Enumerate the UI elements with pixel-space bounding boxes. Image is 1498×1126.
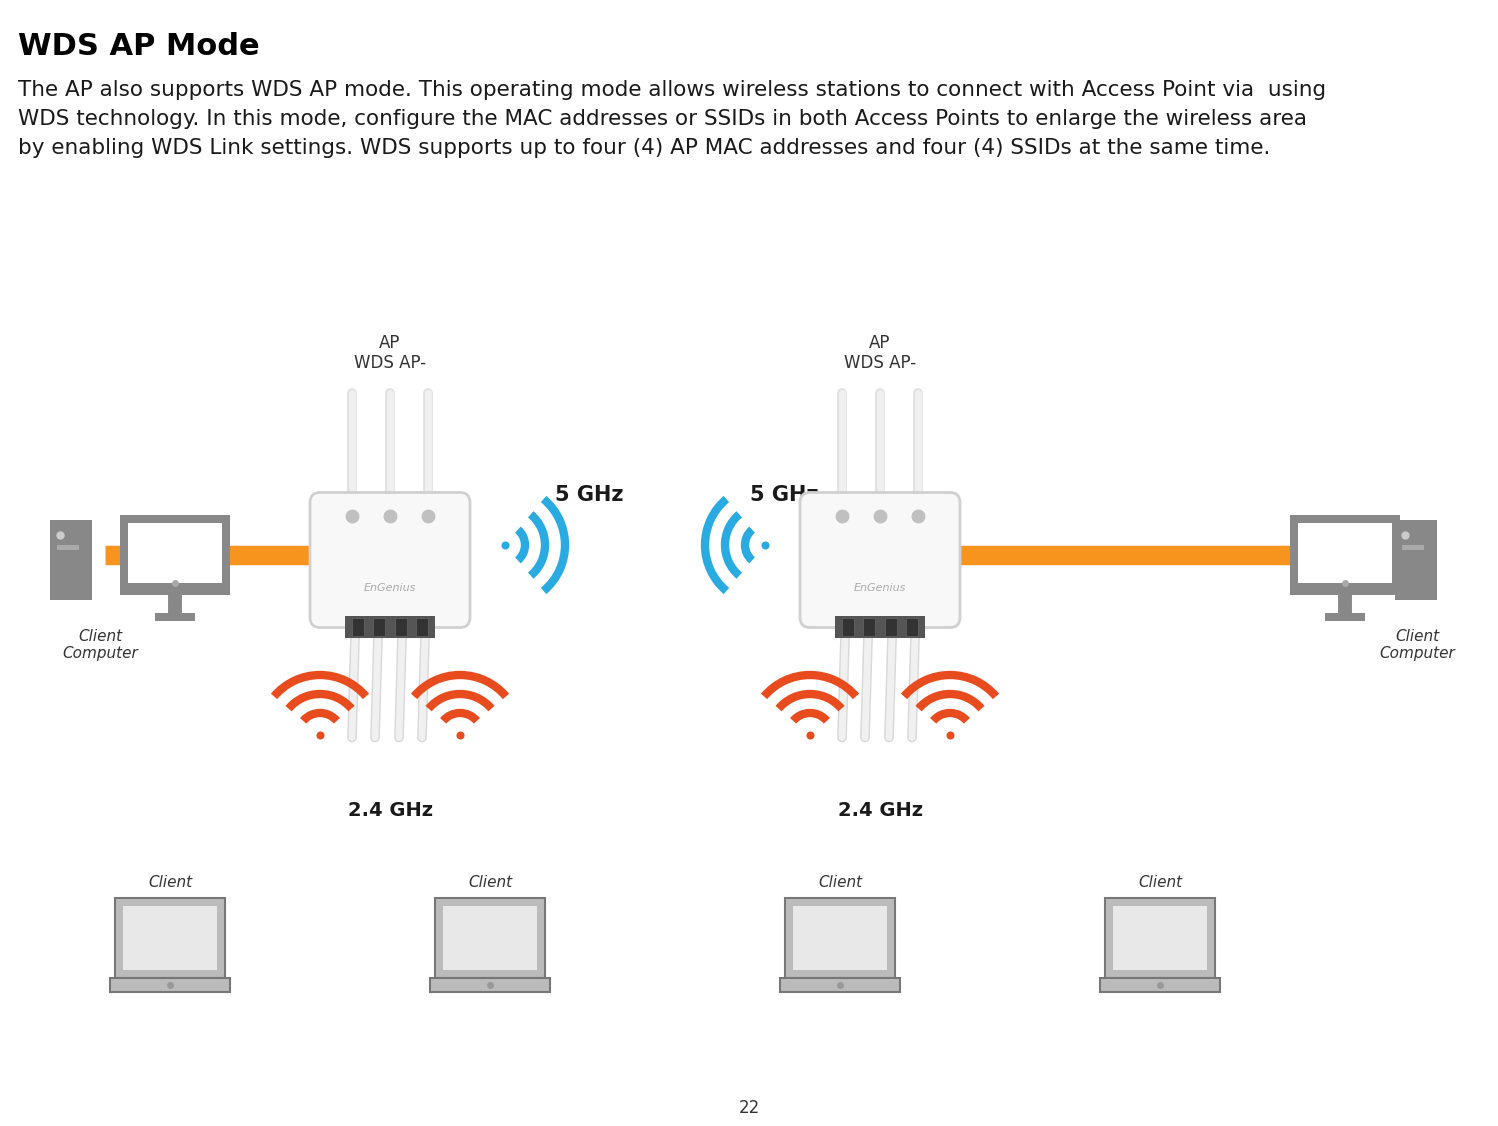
Bar [1326,613,1365,622]
Bar [1290,515,1401,595]
Bar [885,617,897,635]
Text: Client: Client [467,875,512,890]
Bar [1106,899,1215,978]
Text: AP
WDS AP-: AP WDS AP- [843,333,917,373]
Text: 5 GHz: 5 GHz [750,485,818,504]
Bar [1100,978,1219,992]
Bar [1113,906,1207,969]
Bar [785,899,894,978]
Bar [154,613,195,622]
Bar [57,545,79,549]
Text: 2.4 GHz: 2.4 GHz [837,801,923,820]
Bar [352,617,364,635]
Text: Client
Computer: Client Computer [61,629,138,661]
Bar [906,617,918,635]
Bar [115,899,225,978]
Bar [416,617,428,635]
Bar [109,978,231,992]
Text: Client: Client [148,875,192,890]
Text: WDS AP Mode: WDS AP Mode [18,32,259,61]
Text: AP
WDS AP-: AP WDS AP- [354,333,425,373]
Bar [1395,520,1437,600]
Bar [863,617,875,635]
Text: 22: 22 [739,1099,759,1117]
Bar [1402,545,1425,549]
Bar [434,899,545,978]
Text: Client: Client [1138,875,1182,890]
Bar [780,978,900,992]
Bar [430,978,550,992]
Bar [842,617,854,635]
Bar [345,616,434,637]
Bar [49,520,91,600]
Bar [834,616,924,637]
Bar [123,906,217,969]
Bar [373,617,385,635]
Bar [792,906,887,969]
FancyBboxPatch shape [310,492,470,627]
Bar [443,906,536,969]
Text: Client
Computer: Client Computer [1380,629,1455,661]
Text: Client: Client [818,875,861,890]
Text: 2.4 GHz: 2.4 GHz [348,801,433,820]
Text: EnGenius: EnGenius [854,583,906,593]
Bar [120,515,231,595]
Bar [395,617,407,635]
Text: EnGenius: EnGenius [364,583,416,593]
Bar [1297,522,1392,583]
Bar [127,522,222,583]
Text: The AP also supports WDS AP mode. This operating mode allows wireless stations t: The AP also supports WDS AP mode. This o… [18,80,1326,158]
Text: 5 GHz: 5 GHz [554,485,623,504]
FancyBboxPatch shape [800,492,960,627]
